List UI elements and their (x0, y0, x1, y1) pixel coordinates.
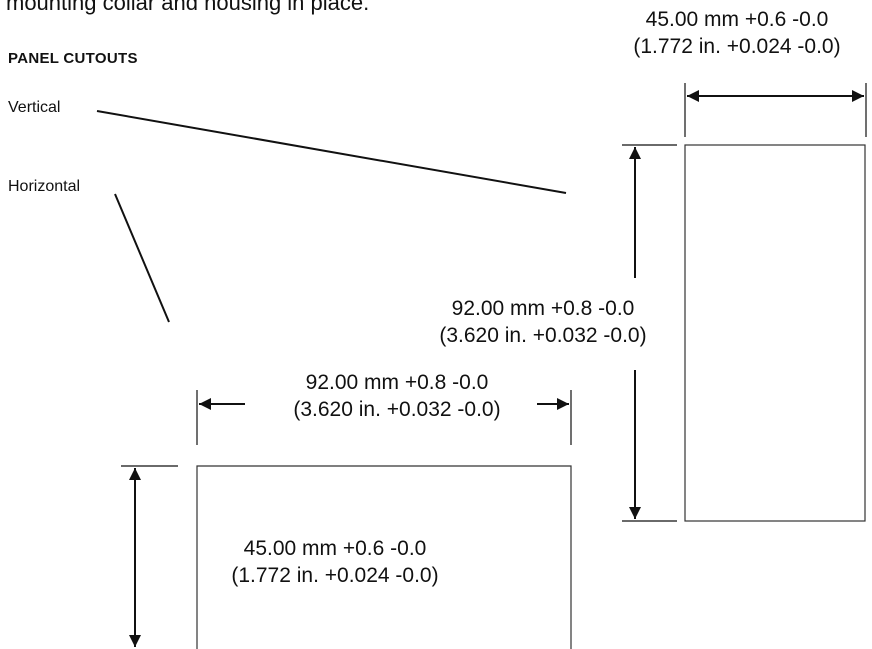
horizontal-width-in: (3.620 in. +0.032 -0.0) (293, 398, 501, 421)
horizontal-height-in: (1.772 in. +0.024 -0.0) (231, 564, 439, 587)
horizontal-cutout-outline (196, 465, 572, 649)
vertical-callout-leader (96, 110, 567, 194)
horizontal-height-dimension: 45.00 mm +0.6 -0.0 (1.772 in. +0.024 -0.… (190, 535, 480, 589)
vertical-width-in: (1.772 in. +0.024 -0.0) (633, 35, 841, 58)
horizontal-width-dimension: 92.00 mm +0.8 -0.0 (3.620 in. +0.032 -0.… (252, 369, 542, 423)
horizontal-width-mm: 92.00 mm +0.8 -0.0 (305, 371, 489, 394)
horizontal-height-mm: 45.00 mm +0.6 -0.0 (243, 537, 427, 560)
intro-text-fragment: mounting collar and housing in place. (6, 0, 370, 15)
callout-horizontal-label: Horizontal (8, 178, 81, 195)
vertical-width-mm: 45.00 mm +0.6 -0.0 (645, 8, 829, 31)
vertical-height-dimension: 92.00 mm +0.8 -0.0 (3.620 in. +0.032 -0.… (398, 295, 688, 349)
callout-vertical-label: Vertical (8, 99, 61, 116)
horizontal-callout-leader (114, 193, 170, 323)
vertical-height-mm: 92.00 mm +0.8 -0.0 (451, 297, 635, 320)
vertical-height-in: (3.620 in. +0.032 -0.0) (439, 324, 647, 347)
section-heading: PANEL CUTOUTS (8, 50, 138, 67)
vertical-cutout-outline (684, 144, 866, 522)
vertical-width-dimension: 45.00 mm +0.6 -0.0 (1.772 in. +0.024 -0.… (596, 6, 872, 60)
